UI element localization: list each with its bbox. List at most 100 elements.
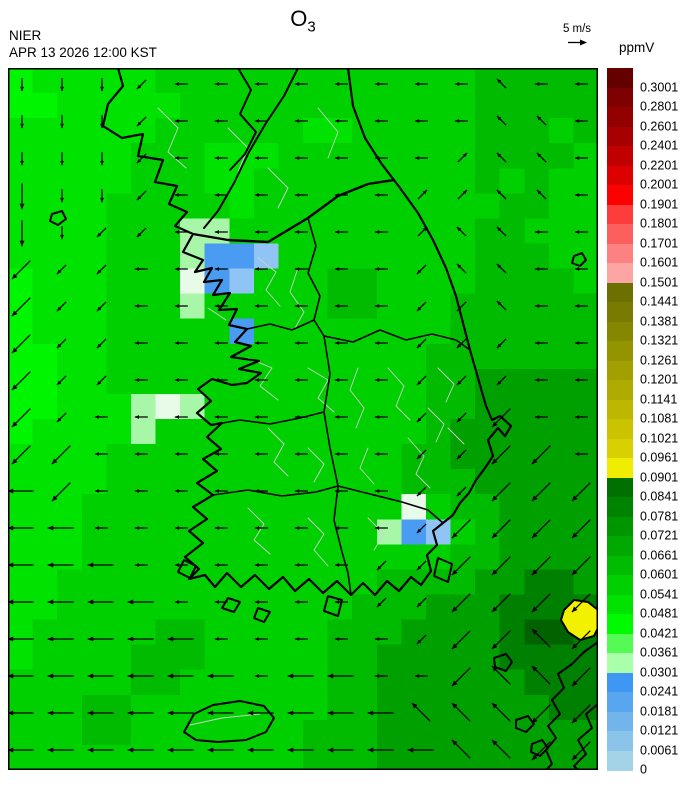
o3-grid-cell <box>425 469 452 495</box>
o3-grid-cell <box>32 393 58 420</box>
o3-grid-cell <box>475 569 501 596</box>
o3-grid-cell <box>180 544 206 571</box>
unit-label: ppmV <box>619 40 655 55</box>
o3-grid-cell <box>303 494 329 520</box>
wind-arrow-head <box>334 230 340 234</box>
o3-grid-cell <box>352 68 378 94</box>
wind-arrow-head <box>11 421 18 428</box>
wind-arrow-head <box>96 232 102 238</box>
o3-grid-cell <box>278 444 304 470</box>
county-boundary <box>157 107 187 169</box>
o3-grid-cell <box>327 268 353 295</box>
wind-arrow-head <box>214 304 219 308</box>
o3-grid-cell <box>303 744 329 771</box>
wind-arrow-head <box>531 665 538 672</box>
o3-grid-cell <box>376 118 402 144</box>
o3-grid-cell <box>278 343 304 370</box>
o3-grid-cell <box>450 68 476 94</box>
o3-grid-cell <box>352 644 378 671</box>
o3-grid-cell <box>499 318 525 345</box>
o3-grid-cell <box>106 494 132 520</box>
wind-arrow-head <box>214 82 219 86</box>
wind-arrow-head <box>134 304 139 308</box>
o3-grid-cell <box>352 143 378 169</box>
o3-grid-cell <box>548 193 575 220</box>
o3-grid-cell <box>204 519 230 545</box>
o3-grid-cell <box>573 444 599 470</box>
o3-grid-cell <box>155 644 181 671</box>
wind-arrow-head <box>134 378 139 382</box>
colorbar-tick-label: 0.3001 <box>640 79 679 94</box>
o3-grid-cell <box>425 218 452 245</box>
wind-arrow-head <box>174 82 179 86</box>
o3-grid-cell <box>204 669 230 696</box>
o3-grid-cell <box>253 143 280 169</box>
wind-arrow-head <box>174 230 179 234</box>
wind-arrow-head <box>254 674 259 678</box>
o3-grid-cell <box>376 343 402 370</box>
wind-arrow-head <box>451 702 458 709</box>
o3-grid-cell <box>376 393 402 420</box>
o3-grid-cell <box>499 644 525 671</box>
colorbar-segment <box>607 653 633 673</box>
o3-grid-cell <box>229 168 255 194</box>
wind-arrow-head <box>534 378 540 382</box>
wind-arrow-head <box>174 193 179 197</box>
o3-grid-cell <box>376 644 402 671</box>
county-boundary <box>267 167 289 209</box>
o3-grid-cell <box>130 68 157 94</box>
o3-grid-cell <box>57 494 83 520</box>
o3-grid-cell <box>327 494 353 520</box>
county-boundary <box>267 427 289 477</box>
wind-arrow-head <box>47 599 54 605</box>
o3-grid-cell <box>155 494 181 520</box>
island-outline <box>493 653 513 672</box>
colorbar-segment <box>607 321 633 342</box>
o3-grid-cell <box>155 544 181 571</box>
o3-grid-cell <box>573 419 599 445</box>
o3-grid-cell <box>8 494 34 520</box>
o3-grid-cell <box>130 544 157 571</box>
wind-arrow-head <box>207 747 214 753</box>
o3-grid-cell <box>106 619 132 646</box>
o3-grid-cell <box>475 93 501 119</box>
o3-grid-cell <box>180 268 206 295</box>
o3-grid-cell <box>81 168 107 194</box>
o3-grid-cell <box>32 719 58 746</box>
o3-grid-cell <box>229 419 255 445</box>
o3-grid-cell <box>8 93 34 119</box>
o3-grid-cell <box>376 744 402 771</box>
wind-arrow-head <box>334 193 340 197</box>
wind-arrow-head <box>11 273 18 280</box>
o3-grid-cell <box>180 343 206 370</box>
wind-arrow-head <box>214 489 219 493</box>
wind-arrow-head <box>47 747 54 753</box>
wind-arrow-head <box>531 606 538 613</box>
o3-grid-cell <box>8 68 34 94</box>
wind-arrow-head <box>51 495 58 502</box>
o3-grid-cell <box>180 143 206 169</box>
o3-grid-cell <box>499 268 525 295</box>
o3-grid-cell <box>57 243 83 270</box>
wind-arrow-head <box>96 380 102 386</box>
o3-grid-cell <box>81 143 107 169</box>
o3-grid-cell <box>475 243 501 270</box>
wind-arrow-head <box>254 341 259 345</box>
o3-grid-cell <box>450 168 476 194</box>
o3-grid-cell <box>229 268 255 295</box>
wind-arrow-head <box>174 156 179 160</box>
o3-grid-cell <box>352 118 378 144</box>
wind-arrow-head <box>294 82 300 86</box>
o3-grid-cell <box>8 569 34 596</box>
o3-grid-cell <box>229 118 255 144</box>
o3-grid-cell <box>499 243 525 270</box>
o3-grid-cell <box>155 368 181 395</box>
o3-grid-cell <box>32 168 58 194</box>
o3-grid-cell <box>81 268 107 295</box>
o3-grid-cell <box>229 569 255 596</box>
o3-grid-cell <box>499 569 525 596</box>
o3-grid-cell <box>327 143 353 169</box>
wind-arrow-head <box>7 710 14 716</box>
colorbar-tick-label: 0.0961 <box>640 450 679 465</box>
wind-arrow-head <box>531 717 538 724</box>
